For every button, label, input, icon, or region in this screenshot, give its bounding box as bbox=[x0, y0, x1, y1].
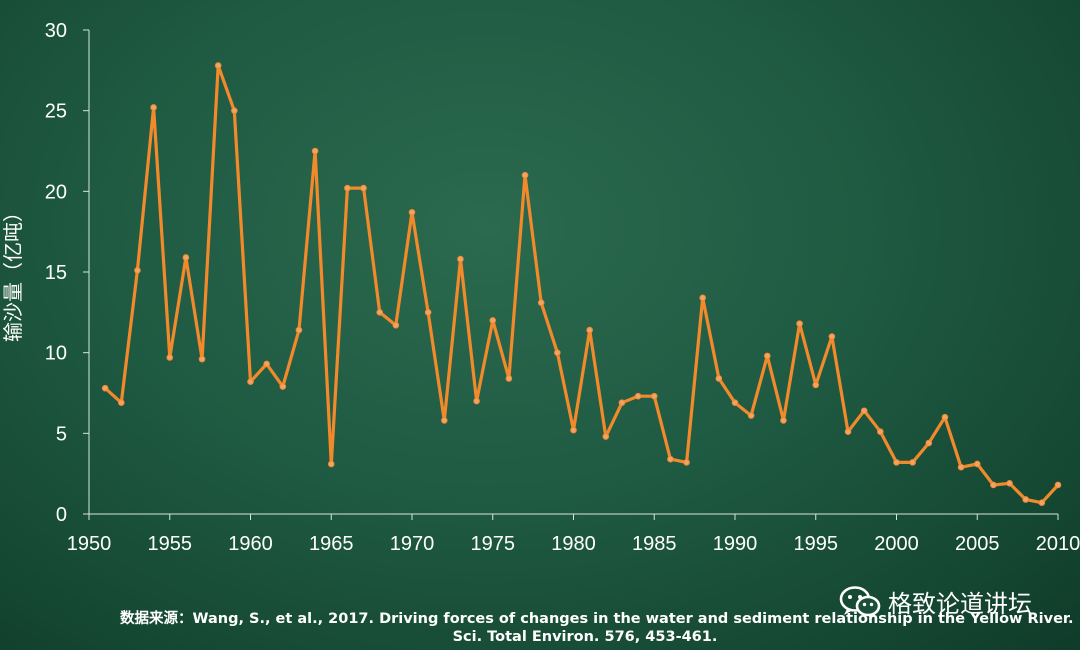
data-point bbox=[957, 463, 965, 471]
wechat-icon bbox=[838, 585, 882, 619]
data-point bbox=[780, 417, 787, 424]
x-tick-label: 2010 bbox=[1036, 533, 1080, 555]
data-point bbox=[925, 439, 933, 447]
x-tick-label: 1965 bbox=[309, 533, 354, 555]
data-point bbox=[554, 349, 561, 356]
data-point bbox=[860, 407, 868, 415]
data-point bbox=[457, 255, 464, 263]
data-source-note: 数据来源：Wang, S., et al., 2017. Driving for… bbox=[120, 610, 1074, 646]
watermark-text: 格致论道讲坛 bbox=[888, 590, 1032, 618]
data-point bbox=[150, 104, 157, 111]
data-point bbox=[392, 321, 400, 329]
data-point bbox=[505, 375, 513, 382]
watermark: 格致论道讲坛 bbox=[838, 584, 1032, 619]
data-point bbox=[667, 455, 674, 463]
data-point bbox=[166, 354, 174, 361]
x-tick-label: 1955 bbox=[148, 533, 193, 555]
data-point bbox=[489, 317, 497, 324]
data-point bbox=[828, 333, 836, 340]
data-point bbox=[473, 397, 480, 405]
data-point bbox=[941, 413, 949, 421]
x-tick-label: 1980 bbox=[551, 533, 596, 555]
data-point bbox=[796, 320, 803, 327]
data-point bbox=[198, 355, 206, 363]
source-line-2: Sci. Total Environ. 576, 453-461. bbox=[452, 629, 718, 645]
x-tick-label: 1950 bbox=[67, 533, 112, 555]
data-point bbox=[118, 399, 125, 406]
data-point bbox=[360, 184, 367, 192]
x-tick-label: 1985 bbox=[632, 533, 677, 555]
data-point bbox=[344, 184, 351, 192]
data-point bbox=[747, 412, 755, 419]
x-tick-label: 1960 bbox=[228, 533, 273, 555]
data-point bbox=[812, 381, 820, 389]
data-point bbox=[279, 383, 287, 390]
data-point bbox=[586, 326, 593, 334]
data-point bbox=[376, 309, 384, 316]
data-point bbox=[715, 375, 723, 382]
y-tick-label: 5 bbox=[56, 423, 67, 445]
x-tick-label: 1975 bbox=[471, 533, 516, 555]
x-tick-label: 1970 bbox=[390, 533, 435, 555]
data-point bbox=[263, 360, 270, 368]
data-point bbox=[973, 460, 981, 468]
y-tick-label: 0 bbox=[56, 504, 67, 526]
y-tick-label: 20 bbox=[45, 181, 67, 203]
x-tick-label: 1995 bbox=[794, 533, 839, 555]
data-point bbox=[408, 209, 416, 216]
y-tick-label: 25 bbox=[45, 101, 67, 123]
data-point bbox=[134, 267, 141, 274]
sediment-line-chart: 0 5 10 15 20 25 30 1950 1955 1960 1965 1970 1975 1980… bbox=[1, 20, 1080, 555]
data-point bbox=[441, 417, 448, 424]
data-point bbox=[699, 294, 707, 302]
data-point bbox=[683, 459, 690, 466]
data-point bbox=[602, 433, 610, 440]
data-point bbox=[570, 426, 577, 434]
data-point bbox=[1006, 480, 1013, 487]
data-point bbox=[327, 460, 335, 468]
data-point bbox=[764, 352, 771, 360]
data-point bbox=[1038, 499, 1046, 507]
data-point bbox=[182, 254, 190, 261]
data-point bbox=[731, 399, 739, 406]
data-point bbox=[1022, 496, 1029, 503]
data-point bbox=[101, 384, 109, 392]
source-line-1: 数据来源：Wang, S., et al., 2017. Driving for… bbox=[120, 611, 1074, 627]
data-point bbox=[537, 299, 545, 306]
data-point bbox=[521, 171, 529, 179]
data-point bbox=[650, 392, 658, 400]
data-point bbox=[877, 428, 884, 436]
y-axis-label: 输沙量（亿吨） bbox=[1, 202, 25, 342]
data-point bbox=[247, 378, 254, 386]
data-point bbox=[295, 326, 303, 334]
data-point bbox=[231, 107, 238, 114]
x-tick-label: 1990 bbox=[713, 533, 758, 555]
data-point bbox=[214, 62, 222, 69]
data-point bbox=[1054, 481, 1062, 489]
data-point bbox=[990, 481, 997, 489]
y-tick-label: 30 bbox=[45, 20, 67, 42]
data-point bbox=[311, 147, 319, 155]
data-point bbox=[424, 309, 432, 316]
series-line bbox=[103, 63, 1060, 505]
y-tick-label: 10 bbox=[45, 343, 67, 365]
data-point bbox=[634, 392, 642, 400]
y-tick-label: 15 bbox=[45, 262, 67, 284]
x-tick-label: 2005 bbox=[955, 533, 1000, 555]
data-point bbox=[909, 459, 916, 466]
data-point bbox=[618, 399, 626, 406]
data-point bbox=[844, 428, 852, 436]
x-tick-label: 2000 bbox=[874, 533, 919, 555]
data-point bbox=[893, 459, 900, 466]
